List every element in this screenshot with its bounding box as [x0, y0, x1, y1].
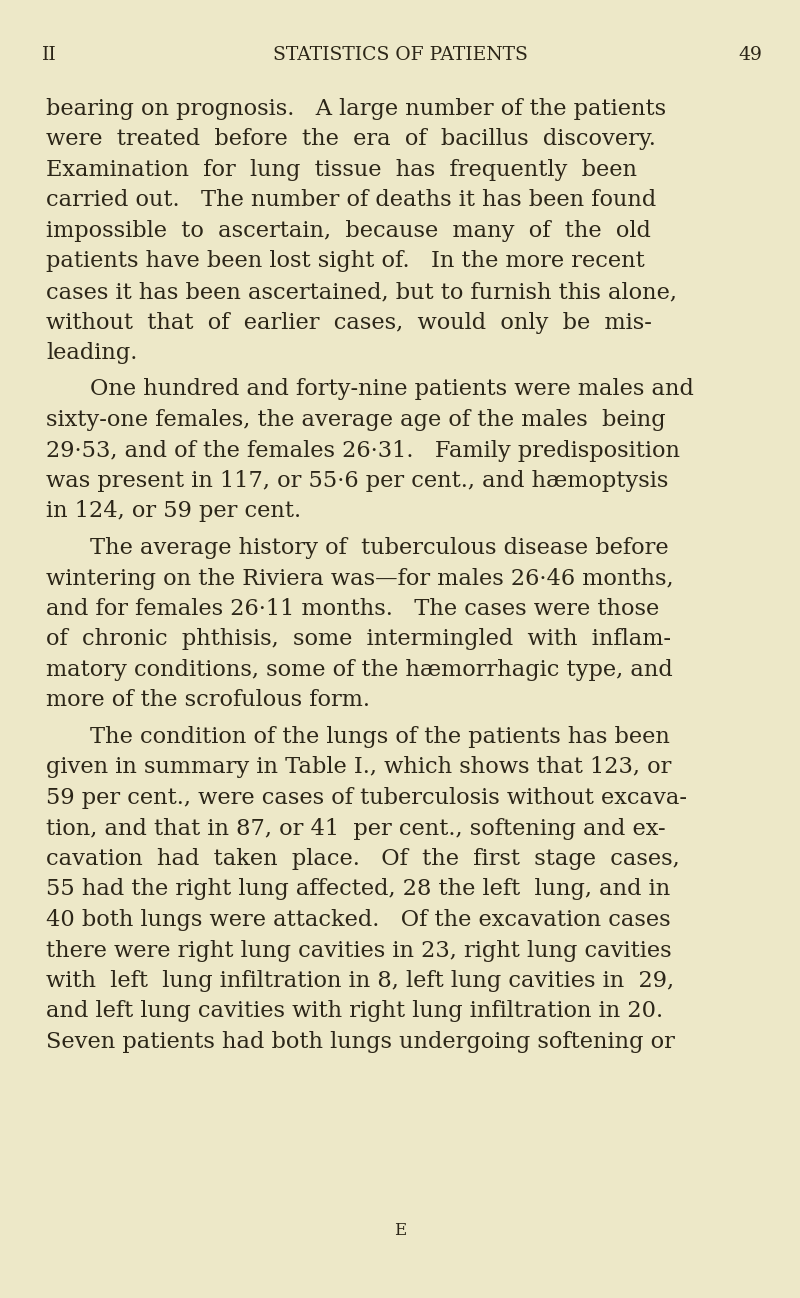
Text: with  left  lung infiltration in 8, left lung cavities in  29,: with left lung infiltration in 8, left l… [46, 970, 674, 992]
Text: of  chronic  phthisis,  some  intermingled  with  inflam-: of chronic phthisis, some intermingled w… [46, 628, 671, 650]
Text: The condition of the lungs of the patients has been: The condition of the lungs of the patien… [90, 726, 670, 748]
Text: were  treated  before  the  era  of  bacillus  discovery.: were treated before the era of bacillus … [46, 129, 656, 151]
Text: 55 had the right lung affected, 28 the left  lung, and in: 55 had the right lung affected, 28 the l… [46, 879, 670, 901]
Text: Examination  for  lung  tissue  has  frequently  been: Examination for lung tissue has frequent… [46, 158, 637, 180]
Text: bearing on prognosis.   A large number of the patients: bearing on prognosis. A large number of … [46, 99, 666, 119]
Text: more of the scrofulous form.: more of the scrofulous form. [46, 689, 370, 711]
Text: STATISTICS OF PATIENTS: STATISTICS OF PATIENTS [273, 45, 527, 64]
Text: Seven patients had both lungs undergoing softening or: Seven patients had both lungs undergoing… [46, 1031, 675, 1053]
Text: impossible  to  ascertain,  because  many  of  the  old: impossible to ascertain, because many of… [46, 219, 651, 241]
Text: and for females 26·11 months.   The cases were those: and for females 26·11 months. The cases … [46, 598, 659, 620]
Text: tion, and that in 87, or 41  per cent., softening and ex-: tion, and that in 87, or 41 per cent., s… [46, 818, 666, 840]
Text: in 124, or 59 per cent.: in 124, or 59 per cent. [46, 501, 301, 523]
Text: 40 both lungs were attacked.   Of the excavation cases: 40 both lungs were attacked. Of the exca… [46, 909, 670, 931]
Text: cavation  had  taken  place.   Of  the  first  stage  cases,: cavation had taken place. Of the first s… [46, 848, 680, 870]
Text: The average history of  tuberculous disease before: The average history of tuberculous disea… [90, 537, 669, 559]
Text: without  that  of  earlier  cases,  would  only  be  mis-: without that of earlier cases, would onl… [46, 312, 652, 334]
Text: 49: 49 [738, 45, 762, 64]
Text: and left lung cavities with right lung infiltration in 20.: and left lung cavities with right lung i… [46, 1001, 663, 1023]
Text: given in summary in Table I., which shows that 123, or: given in summary in Table I., which show… [46, 757, 671, 779]
Text: II: II [42, 45, 57, 64]
Text: One hundred and forty-nine patients were males and: One hundred and forty-nine patients were… [90, 379, 694, 401]
Text: there were right lung cavities in 23, right lung cavities: there were right lung cavities in 23, ri… [46, 940, 672, 962]
Text: leading.: leading. [46, 341, 138, 363]
Text: cases it has been ascertained, but to furnish this alone,: cases it has been ascertained, but to fu… [46, 280, 677, 302]
Text: was present in 117, or 55·6 per cent., and hæmoptysis: was present in 117, or 55·6 per cent., a… [46, 470, 668, 492]
Text: patients have been lost sight of.   In the more recent: patients have been lost sight of. In the… [46, 251, 645, 273]
Text: E: E [394, 1221, 406, 1240]
Text: sixty-one females, the average age of the males  being: sixty-one females, the average age of th… [46, 409, 666, 431]
Text: wintering on the Riviera was—for males 26·46 months,: wintering on the Riviera was—for males 2… [46, 567, 674, 589]
Text: 59 per cent., were cases of tuberculosis without excava-: 59 per cent., were cases of tuberculosis… [46, 787, 687, 809]
Text: matory conditions, some of the hæmorrhagic type, and: matory conditions, some of the hæmorrhag… [46, 659, 673, 681]
Text: 29·53, and of the females 26·31.   Family predisposition: 29·53, and of the females 26·31. Family … [46, 440, 680, 462]
Text: carried out.   The number of deaths it has been found: carried out. The number of deaths it has… [46, 190, 656, 212]
